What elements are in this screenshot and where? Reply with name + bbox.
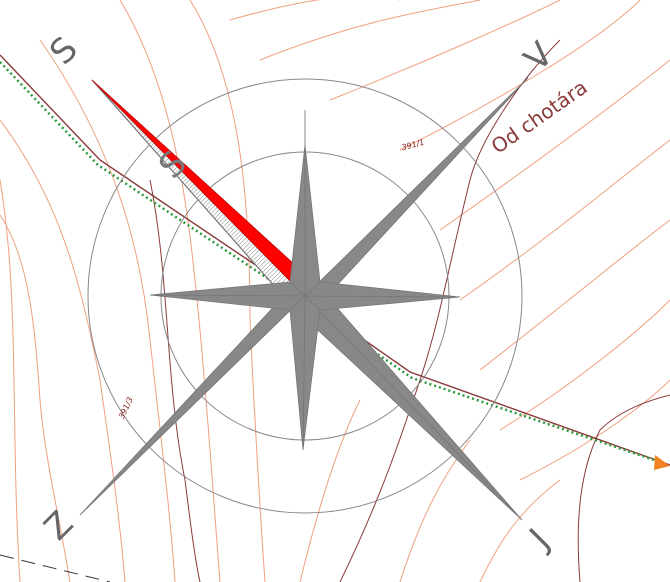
compass-rose: [79, 77, 529, 521]
